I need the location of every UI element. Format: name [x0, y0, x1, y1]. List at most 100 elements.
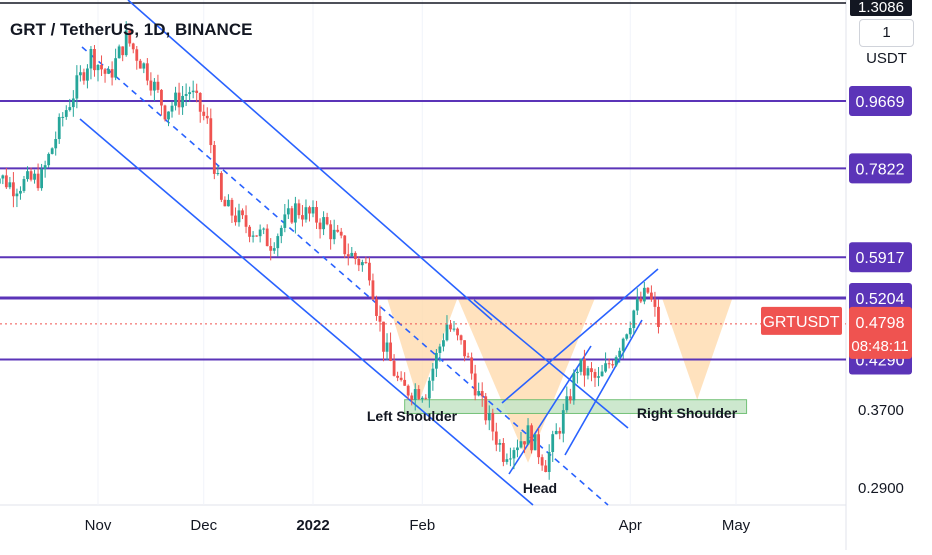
candle-body: [167, 111, 170, 120]
wedge-upper: [501, 268, 659, 404]
head-rise-line: [508, 345, 592, 475]
candle-body: [336, 229, 340, 232]
candle-body: [410, 395, 414, 400]
x-tick-label: Nov: [85, 517, 112, 534]
candle-body: [621, 338, 625, 351]
wedge-lower: [564, 319, 643, 456]
candle-body: [442, 340, 445, 347]
candle-body: [36, 173, 40, 189]
candle-body: [272, 248, 276, 251]
candle-body: [107, 69, 110, 74]
y-tick-label: 0.2900: [858, 480, 904, 497]
candle-body: [301, 215, 304, 220]
candle-body: [420, 397, 424, 400]
candle-body: [188, 92, 192, 95]
candle-body: [494, 431, 498, 445]
candle-body: [269, 246, 273, 251]
candle-body: [516, 447, 519, 451]
candle-body: [78, 72, 82, 76]
candle-body: [505, 459, 509, 462]
candle-body: [653, 299, 657, 307]
annotation-right-shoulder: Right Shoulder: [637, 405, 738, 421]
candle-body: [283, 214, 287, 228]
candle-body: [434, 352, 438, 369]
candle-body: [403, 379, 407, 386]
candle-body: [371, 280, 375, 300]
candle-body: [558, 430, 562, 434]
candle-body: [378, 315, 382, 322]
left-shoulder-shape: [387, 298, 458, 403]
candle-body: [593, 372, 597, 378]
candle-body: [646, 287, 650, 293]
candle-body: [117, 46, 121, 59]
level-label: 0.5204: [856, 291, 905, 308]
candle-body: [445, 324, 449, 341]
candle-body: [526, 425, 530, 445]
candle-body: [498, 442, 502, 445]
candle-body: [540, 457, 544, 466]
annotation-head: Head: [523, 480, 557, 496]
candle-body: [198, 92, 202, 112]
candle-body: [389, 342, 392, 361]
candle-body: [251, 235, 255, 237]
candle-body: [89, 49, 93, 69]
x-tick-label: 2022: [296, 517, 329, 534]
candle-body: [96, 64, 100, 71]
candle-body: [332, 229, 336, 240]
candle-body: [530, 425, 533, 451]
candle-body: [583, 358, 586, 376]
candle-body: [480, 391, 484, 397]
candle-body: [57, 116, 61, 140]
candle-body: [265, 228, 269, 247]
last-price-label: 0.4798: [856, 315, 905, 332]
candle-body: [565, 396, 569, 411]
head-shape: [457, 298, 596, 463]
candle-body: [103, 69, 107, 74]
candle-body: [614, 357, 618, 366]
candle-body: [579, 358, 583, 372]
candle-body: [205, 115, 209, 119]
candle-body: [149, 80, 153, 91]
candle-body: [174, 92, 177, 106]
candle-body: [290, 208, 294, 223]
candle-body: [40, 169, 44, 189]
candle-body: [202, 111, 206, 116]
candle-body: [61, 116, 65, 118]
candle-body: [93, 49, 96, 71]
candle-body: [491, 412, 495, 432]
candle-body: [230, 199, 234, 216]
candle-body: [100, 64, 103, 70]
candle-body: [241, 210, 244, 216]
candle-body: [152, 81, 156, 91]
x-tick-label: Feb: [409, 517, 435, 534]
chart-title: GRT / TetherUS, 1D, BINANCE: [10, 20, 253, 39]
candle-body: [642, 287, 646, 302]
candle-body: [279, 227, 283, 237]
level-box-0.9669: [849, 86, 912, 116]
candle-body: [551, 434, 555, 452]
candle-body: [343, 235, 347, 255]
candle-body: [15, 193, 19, 197]
candles: [0, 21, 660, 480]
candle-body: [1, 175, 5, 179]
candle-body: [650, 292, 653, 300]
candle-body: [477, 391, 481, 396]
candle-body: [68, 107, 72, 111]
candle-body: [392, 360, 396, 376]
candle-body: [262, 228, 266, 230]
candle-body: [611, 364, 615, 366]
candle-body: [639, 298, 643, 302]
candle-body: [463, 340, 466, 357]
candle-body: [131, 43, 135, 50]
candle-body: [547, 451, 551, 472]
candle-body: [438, 346, 442, 353]
candle-body: [519, 441, 523, 448]
candle-body: [618, 350, 622, 358]
symbol-label: GRTUSDT: [762, 314, 839, 331]
unit-selector[interactable]: 1 USDT: [859, 19, 914, 67]
candle-body: [339, 231, 343, 236]
candle-body: [604, 363, 607, 372]
candle-body: [322, 217, 325, 230]
